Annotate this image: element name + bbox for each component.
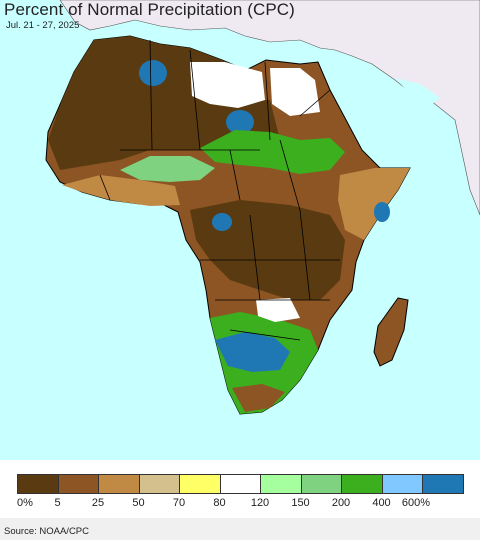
red-sea-water	[318, 58, 370, 146]
south-africa-dry-zone	[232, 384, 285, 412]
legend-swatch	[179, 474, 221, 494]
legend-swatch	[300, 474, 342, 494]
legend-swatch	[98, 474, 140, 494]
legend-label: 0%	[17, 497, 33, 509]
legend-label: 200	[331, 497, 351, 509]
legend-swatch	[17, 474, 59, 494]
map-title: Percent of Normal Precipitation (CPC)	[4, 0, 295, 19]
zambia-normal-zone	[256, 298, 300, 322]
legend-label: 5	[54, 497, 61, 509]
color-legend	[17, 474, 464, 496]
source-credit: Source: NOAA/CPC	[4, 526, 89, 537]
legend-swatch	[57, 474, 99, 494]
southern-africa-wet-core	[215, 332, 290, 372]
legend-swatch	[381, 474, 423, 494]
legend-label: 600%	[401, 497, 431, 509]
sahel-moderate-band	[120, 156, 215, 182]
algeria-wet-spot	[139, 60, 167, 86]
sahara-normal-zone	[190, 62, 265, 108]
east-africa-wet-spot	[374, 202, 390, 222]
legend-swatch	[219, 474, 261, 494]
sahel-wet-band	[200, 130, 345, 174]
map-panel	[0, 0, 480, 460]
legend-swatch	[138, 474, 180, 494]
madagascar	[373, 297, 409, 367]
legend-label: 120	[250, 497, 270, 509]
legend-label: 150	[291, 497, 310, 509]
congo-wet-spot	[212, 213, 232, 231]
legend-label: 25	[91, 497, 105, 509]
legend-label: 50	[132, 497, 145, 509]
chad-wet-spot	[226, 110, 254, 134]
country-borders	[99, 39, 340, 341]
legend-label: 400	[372, 497, 391, 509]
date-range: Jul. 21 - 27, 2025	[6, 20, 80, 31]
footer-bar	[0, 518, 480, 540]
legend-label: 70	[172, 497, 186, 509]
legend-swatch	[422, 474, 464, 494]
eurasia-landmass	[59, 0, 480, 216]
west-africa-brown	[62, 175, 180, 206]
legend-label: 80	[213, 497, 226, 509]
precipitation-map	[45, 0, 480, 415]
legend-swatch	[341, 474, 383, 494]
horn-of-africa-zone	[338, 168, 410, 240]
persian-gulf-water	[395, 78, 440, 104]
legend-swatch	[260, 474, 302, 494]
egypt-normal-zone	[270, 68, 320, 116]
